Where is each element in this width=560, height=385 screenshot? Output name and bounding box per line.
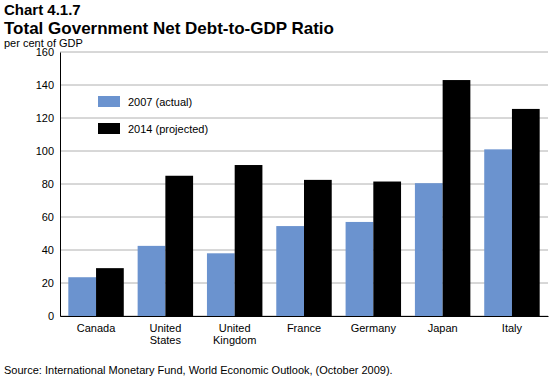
y-tick-label: 20 xyxy=(42,277,54,289)
y-tick: 80 xyxy=(42,178,60,190)
x-tick-label-line: United xyxy=(219,322,251,334)
grid-line xyxy=(60,151,548,152)
legend-label: 2014 (projected) xyxy=(128,123,208,135)
y-tick-label: 0 xyxy=(48,310,54,322)
y-tick: 160 xyxy=(36,46,60,58)
y-tick-label: 100 xyxy=(36,145,54,157)
y-tick: 140 xyxy=(36,79,60,91)
legend: 2007 (actual) 2014 (projected) xyxy=(98,96,208,135)
y-axis-line xyxy=(60,53,61,317)
chart-number: Chart 4.1.7 xyxy=(4,1,81,18)
bar xyxy=(512,109,540,316)
chart: Chart 4.1.7Total Government Net Debt-to-… xyxy=(0,0,560,385)
grid-line xyxy=(60,52,548,53)
x-tick: UnitedKingdom xyxy=(213,316,256,346)
y-tick-label: 60 xyxy=(42,211,54,223)
grid-line xyxy=(60,118,548,119)
x-axis: CanadaUnitedStatesUnitedKingdomFranceGer… xyxy=(61,316,549,346)
x-tick-label: UnitedKingdom xyxy=(213,322,256,347)
x-tick-label-line: United xyxy=(149,322,181,334)
x-tick-label-line: States xyxy=(150,334,182,346)
legend-item: 2014 (projected) xyxy=(98,123,208,135)
y-tick-label: 40 xyxy=(42,244,54,256)
bar xyxy=(304,180,332,316)
y-tick: 100 xyxy=(36,145,60,157)
bar xyxy=(484,149,512,316)
bar xyxy=(165,176,193,316)
x-tick: UnitedStates xyxy=(149,316,181,346)
bar xyxy=(235,165,263,316)
x-tick-label: Japan xyxy=(428,322,458,334)
y-tick: 60 xyxy=(42,211,60,223)
y-tick: 40 xyxy=(42,244,60,256)
legend-label: 2007 (actual) xyxy=(128,96,192,108)
x-tick: Germany xyxy=(351,316,397,334)
y-tick: 0 xyxy=(48,310,60,322)
grid xyxy=(60,52,548,316)
y-tick: 20 xyxy=(42,277,60,289)
legend-swatch xyxy=(98,96,120,107)
bar xyxy=(346,222,374,316)
x-tick: Japan xyxy=(428,316,458,334)
title: Total Government Net Debt-to-GDP Ratio xyxy=(4,19,334,38)
x-tick-label: Italy xyxy=(502,322,523,334)
y-tick: 120 xyxy=(36,112,60,124)
x-tick-label-line: Kingdom xyxy=(213,334,256,346)
bar xyxy=(207,253,235,316)
x-axis-line xyxy=(61,316,549,317)
x-tick-label: France xyxy=(287,322,321,334)
x-tick-label: Canada xyxy=(77,322,116,334)
bar xyxy=(415,183,443,316)
legend-swatch xyxy=(98,123,120,134)
bar xyxy=(443,80,471,316)
x-tick: Italy xyxy=(502,316,523,334)
plot: 020406080100120140160CanadaUnitedStatesU… xyxy=(36,46,549,346)
bar xyxy=(96,268,124,316)
bar xyxy=(138,246,166,316)
x-tick-label: UnitedStates xyxy=(149,322,181,347)
bar xyxy=(276,226,304,316)
x-tick: France xyxy=(287,316,321,334)
x-tick: Canada xyxy=(77,316,116,334)
bar xyxy=(68,277,96,316)
y-tick-label: 160 xyxy=(36,46,54,58)
x-tick-label: Germany xyxy=(351,322,397,334)
y-axis: 0 20 40 60 80 100 120 140 160 xyxy=(36,46,61,322)
y-tick-label: 140 xyxy=(36,79,54,91)
grid-line xyxy=(60,85,548,86)
bar xyxy=(373,182,401,316)
legend-item: 2007 (actual) xyxy=(98,96,192,108)
source-note: Source: International Monetary Fund, Wor… xyxy=(4,364,393,376)
y-tick-label: 80 xyxy=(42,178,54,190)
y-tick-label: 120 xyxy=(36,112,54,124)
bars xyxy=(68,80,539,316)
